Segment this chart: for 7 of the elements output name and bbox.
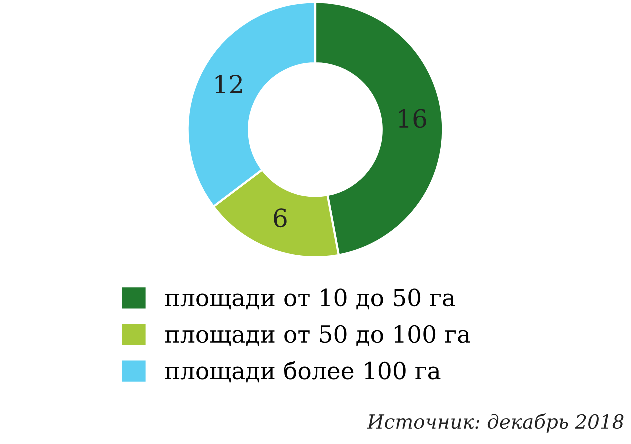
data-label: 16 [399,109,426,128]
legend-label: площади более 100 га [166,361,441,383]
text: Источник: декабрь 2018 [367,414,624,433]
data-label: 12 [216,74,242,94]
legend-label: площади от 10 до 50 га [166,288,456,310]
data-label: 6 [274,208,287,228]
legend-label: площади от 50 до 100 га [166,325,470,346]
